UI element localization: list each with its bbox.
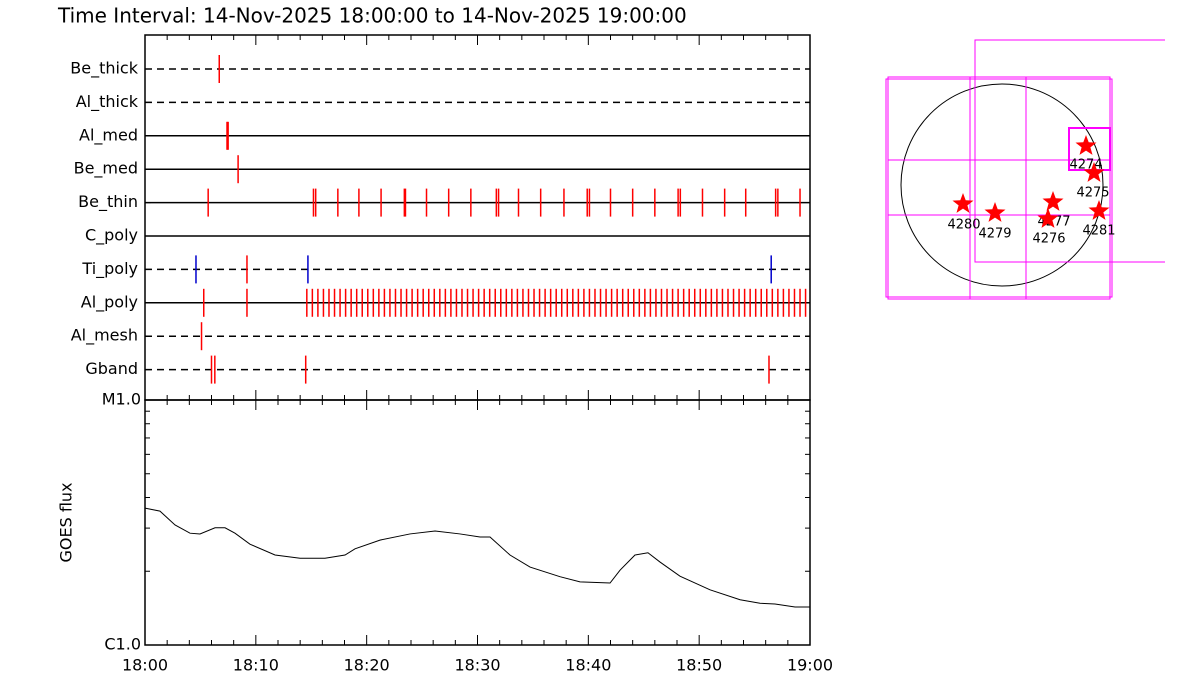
row-label: Al_med: [79, 125, 138, 145]
row-label: Al_poly: [81, 292, 138, 312]
region-star: [1088, 200, 1110, 220]
row-label: Be_thick: [70, 59, 138, 79]
row-label: Al_thick: [76, 92, 139, 112]
timeline-frame: [144, 34, 811, 401]
x-tick-label: 18:20: [344, 656, 390, 675]
region-star: [1075, 135, 1097, 155]
solar-disk: [900, 83, 1104, 287]
region-label: 4275: [1076, 186, 1109, 201]
row-label: C_poly: [85, 226, 138, 246]
region-label: 4280: [947, 218, 980, 233]
y-tick-label: C1.0: [104, 635, 141, 654]
x-tick-label: 18:10: [233, 656, 279, 675]
page-title: Time Interval: 14-Nov-2025 18:00:00 to 1…: [57, 4, 687, 28]
x-tick-label: 18:30: [454, 656, 500, 675]
goes-frame: [144, 399, 811, 646]
row-label: Ti_poly: [81, 259, 138, 279]
y-tick-label: M1.0: [102, 390, 141, 409]
fov-boxes: [885, 39, 1165, 300]
x-tick-label: 18:00: [122, 656, 168, 675]
y-axis-label: GOES flux: [57, 482, 76, 562]
region-label: 4279: [978, 227, 1011, 242]
row-label: Gband: [85, 359, 138, 378]
region-star: [984, 202, 1006, 222]
region-label: 4281: [1082, 224, 1115, 239]
region-star: [1037, 208, 1059, 228]
row-label: Al_mesh: [71, 326, 138, 346]
x-tick-label: 19:00: [787, 656, 833, 675]
goes-curve: [144, 507, 810, 608]
region-star: [1042, 191, 1064, 211]
x-tick-label: 18:40: [565, 656, 611, 675]
region-star: [1083, 162, 1105, 182]
fov-box: [974, 39, 1165, 263]
row-label: Be_thin: [78, 192, 138, 212]
fov-box: [887, 76, 1111, 300]
region-star: [952, 193, 974, 213]
x-tick-label: 18:50: [676, 656, 722, 675]
region-label: 4276: [1032, 232, 1065, 247]
fov-box: [885, 78, 1113, 298]
row-label: Be_med: [74, 159, 138, 179]
